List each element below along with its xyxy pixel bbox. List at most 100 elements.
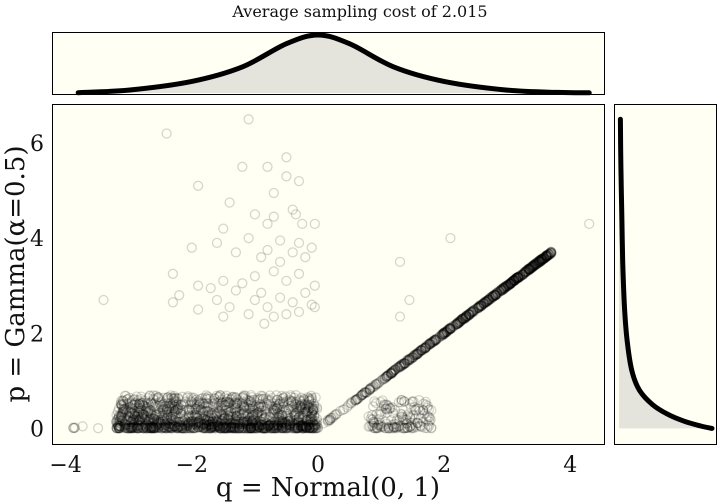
scatter-point — [528, 259, 539, 271]
scatter-point — [157, 409, 168, 421]
scatter-point — [444, 324, 456, 335]
scatter-point — [199, 418, 210, 429]
scatter-point — [190, 410, 201, 422]
scatter-point — [293, 415, 304, 426]
scatter-point — [524, 263, 536, 274]
scatter-point — [92, 423, 104, 434]
scatter-point — [258, 413, 269, 424]
scatter-point — [277, 423, 288, 434]
scatter-point — [289, 419, 301, 430]
scatter-point — [451, 318, 463, 329]
scatter-point — [299, 403, 311, 414]
scatter-point — [341, 402, 353, 413]
scatter-point — [413, 403, 424, 414]
scatter-point — [171, 422, 182, 433]
scatter-point — [150, 420, 161, 432]
scatter-point — [535, 256, 546, 267]
scatter-point — [536, 253, 547, 265]
scatter-point — [405, 402, 417, 413]
scatter-point — [409, 349, 420, 361]
scatter-point — [415, 345, 427, 356]
scatter-point — [535, 256, 546, 267]
scatter-point — [274, 417, 285, 429]
scatter-point — [544, 249, 555, 260]
scatter-point — [285, 419, 296, 430]
scatter-point — [126, 408, 138, 419]
scatter-point — [422, 422, 433, 434]
scatter-point — [200, 410, 211, 421]
scatter-point — [148, 422, 159, 433]
scatter-point — [520, 266, 532, 278]
scatter-point — [306, 392, 318, 404]
scatter-point — [359, 387, 370, 398]
scatter-point — [255, 416, 267, 428]
scatter-point — [509, 274, 521, 285]
scatter-point — [223, 406, 234, 418]
scatter-point — [230, 420, 241, 431]
scatter-point — [371, 408, 382, 420]
scatter-point — [524, 263, 535, 275]
scatter-point — [388, 423, 399, 434]
scatter-point — [406, 417, 417, 429]
scatter-point — [517, 269, 528, 280]
scatter-point — [526, 262, 537, 273]
scatter-point — [269, 419, 280, 431]
scatter-point — [165, 390, 177, 401]
scatter-point — [152, 412, 163, 424]
scatter-point — [285, 419, 296, 430]
scatter-point — [304, 411, 315, 422]
scatter-point — [502, 279, 514, 291]
scatter-point — [291, 401, 303, 413]
scatter-point — [231, 402, 242, 414]
scatter-point — [146, 417, 157, 428]
scatter-point — [248, 394, 260, 406]
scatter-point — [269, 407, 280, 419]
scatter-point — [247, 404, 259, 416]
scatter-point — [390, 419, 401, 430]
scatter-point — [420, 341, 432, 352]
scatter-point — [381, 371, 393, 382]
scatter-point — [280, 419, 292, 430]
scatter-point — [424, 412, 435, 423]
scatter-point — [309, 410, 320, 421]
scatter-point — [202, 416, 213, 427]
scatter-point — [245, 423, 256, 434]
scatter-point — [155, 419, 166, 430]
scatter-point — [225, 406, 236, 418]
scatter-point — [241, 416, 252, 427]
scatter-point — [169, 405, 180, 416]
scatter-point — [253, 403, 264, 414]
scatter-point — [146, 421, 157, 433]
scatter-point — [294, 420, 305, 431]
scatter-point — [228, 391, 239, 403]
scatter-point — [441, 326, 452, 337]
scatter-point — [523, 264, 535, 275]
scatter-point — [394, 415, 405, 426]
scatter-point — [541, 251, 553, 262]
scatter-point — [495, 285, 506, 296]
scatter-point — [306, 401, 318, 412]
scatter-point — [255, 390, 267, 401]
scatter-point — [490, 289, 501, 300]
scatter-point — [127, 422, 138, 433]
scatter-point — [507, 276, 518, 287]
scatter-point — [193, 420, 205, 431]
scatter-point — [542, 250, 554, 261]
scatter-point — [188, 412, 200, 423]
scatter-point — [491, 288, 502, 299]
scatter-point — [186, 416, 197, 427]
scatter-point — [289, 421, 300, 432]
scatter-point — [306, 407, 317, 419]
scatter-point — [263, 421, 274, 433]
scatter-point — [297, 420, 308, 431]
scatter-point — [161, 423, 172, 434]
scatter-point — [124, 423, 135, 434]
scatter-point — [502, 280, 514, 291]
scatter-point — [367, 414, 379, 425]
scatter-point — [199, 419, 210, 430]
scatter-point — [174, 421, 185, 432]
scatter-point — [68, 422, 79, 434]
scatter-point — [242, 415, 254, 426]
scatter-point — [359, 387, 370, 398]
scatter-point — [163, 421, 174, 433]
